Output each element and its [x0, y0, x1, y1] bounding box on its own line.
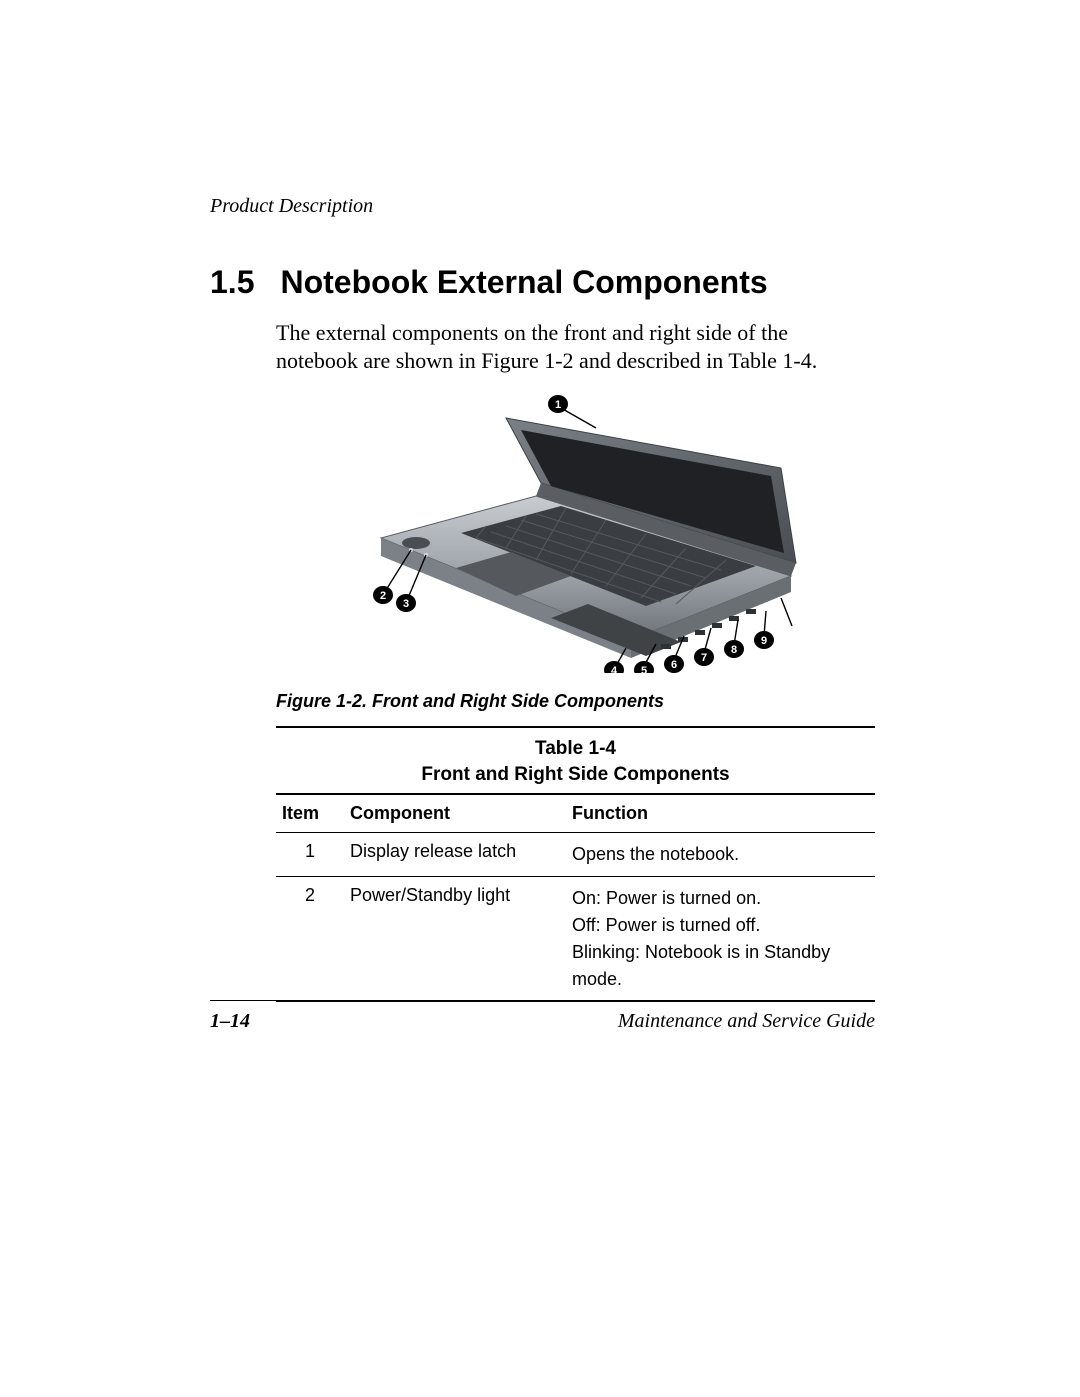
svg-text:2: 2	[379, 590, 385, 602]
callout-5: 5	[634, 661, 654, 673]
document-page: Product Description 1.5 Notebook External…	[0, 0, 1080, 1397]
col-item: Item	[276, 794, 344, 833]
section-title: Notebook External Components	[280, 264, 767, 300]
table-title: Table 1-4 Front and Right Side Component…	[276, 728, 875, 793]
cell-component: Power/Standby light	[344, 877, 566, 1002]
func-line: On: Power is turned on.	[572, 885, 869, 912]
svg-text:9: 9	[760, 635, 766, 647]
table-header-row: Item Component Function	[276, 794, 875, 833]
svg-text:5: 5	[640, 665, 646, 673]
svg-text:4: 4	[610, 665, 617, 673]
callout-4: 4	[604, 661, 624, 673]
cell-component: Display release latch	[344, 833, 566, 877]
table-row: 1 Display release latch Opens the notebo…	[276, 833, 875, 877]
page-footer: 1–14 Maintenance and Service Guide	[210, 1010, 875, 1033]
col-function: Function	[566, 794, 875, 833]
footer-rule	[210, 1000, 875, 1001]
page-number: 1–14	[210, 1010, 250, 1033]
table-block: Table 1-4 Front and Right Side Component…	[276, 726, 875, 1002]
cell-item: 2	[276, 877, 344, 1002]
col-component: Component	[344, 794, 566, 833]
callout-8: 8	[724, 640, 744, 658]
running-head: Product Description	[210, 195, 875, 218]
figure: 1 2 3 4 5	[276, 388, 875, 712]
callout-3: 3	[396, 594, 416, 612]
intro-paragraph: The external components on the front and…	[276, 319, 875, 374]
section-heading: 1.5 Notebook External Components	[210, 264, 875, 301]
laptop-illustration: 1 2 3 4 5	[326, 388, 826, 673]
callout-7: 7	[694, 648, 714, 666]
svg-text:8: 8	[730, 644, 736, 656]
callout-6: 6	[664, 655, 684, 673]
table-label: Table 1-4	[535, 738, 616, 759]
cell-item: 1	[276, 833, 344, 877]
svg-text:3: 3	[402, 598, 408, 610]
svg-text:7: 7	[700, 652, 706, 664]
table-row: 2 Power/Standby light On: Power is turne…	[276, 877, 875, 1002]
section-number: 1.5	[210, 264, 254, 300]
svg-text:1: 1	[554, 399, 560, 411]
func-line: Blinking: Notebook is in Standby mode.	[572, 939, 869, 993]
cell-function: Opens the notebook.	[566, 833, 875, 877]
callout-9: 9	[754, 631, 774, 649]
func-line: Opens the notebook.	[572, 841, 869, 868]
callout-2: 2	[373, 586, 393, 604]
callout-1: 1	[548, 395, 568, 413]
component-table: Item Component Function 1 Display releas…	[276, 793, 875, 1002]
footer-doc-title: Maintenance and Service Guide	[618, 1010, 875, 1033]
figure-caption: Figure 1-2. Front and Right Side Compone…	[276, 691, 875, 712]
cell-function: On: Power is turned on. Off: Power is tu…	[566, 877, 875, 1002]
func-line: Off: Power is turned off.	[572, 912, 869, 939]
svg-text:6: 6	[670, 659, 676, 671]
table-subtitle: Front and Right Side Components	[421, 764, 729, 785]
